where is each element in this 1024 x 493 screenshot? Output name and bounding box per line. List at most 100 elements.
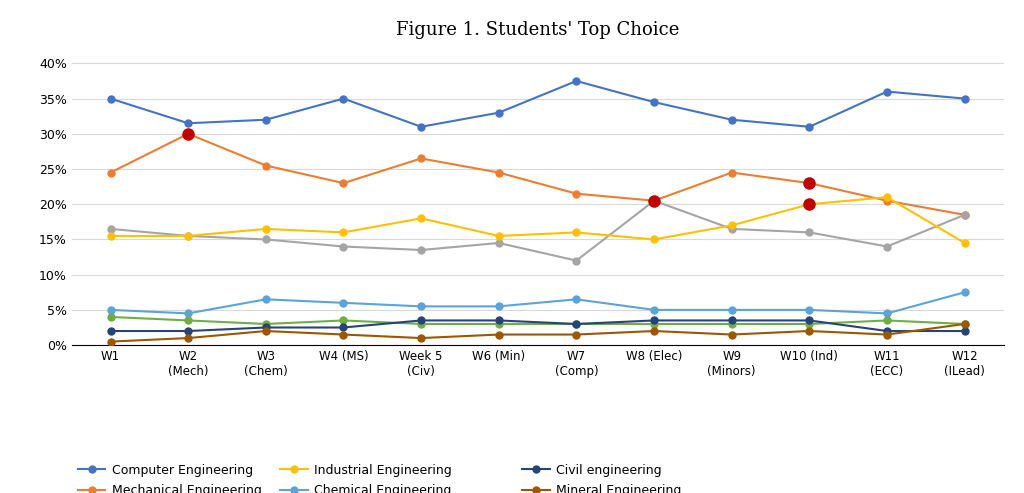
- Mineral Engineering: [337, 332, 349, 338]
- Chemical Engineering: [958, 289, 971, 295]
- Civil engineering: [958, 328, 971, 334]
- Mechanical Engineering: [493, 170, 505, 176]
- Mineral Engineering: [493, 332, 505, 338]
- Materials Science Engineering: [337, 317, 349, 323]
- Computer Engineering: [104, 96, 117, 102]
- Electrical Engineering: [337, 244, 349, 249]
- Mechanical Engineering: [104, 170, 117, 176]
- Chemical Engineering: [726, 307, 738, 313]
- Mineral Engineering: [104, 339, 117, 345]
- Industrial Engineering: [104, 233, 117, 239]
- Electrical Engineering: [958, 212, 971, 218]
- Industrial Engineering: [570, 229, 583, 235]
- Title: Figure 1. Students' Top Choice: Figure 1. Students' Top Choice: [396, 21, 679, 39]
- Electrical Engineering: [803, 229, 815, 235]
- Mechanical Engineering: [260, 163, 272, 169]
- Computer Engineering: [648, 99, 660, 105]
- Industrial Engineering: [648, 237, 660, 243]
- Civil engineering: [648, 317, 660, 323]
- Materials Science Engineering: [726, 321, 738, 327]
- Materials Science Engineering: [648, 321, 660, 327]
- Chemical Engineering: [415, 303, 427, 309]
- Mechanical Engineering: [726, 170, 738, 176]
- Civil engineering: [182, 328, 195, 334]
- Computer Engineering: [570, 78, 583, 84]
- Mineral Engineering: [958, 321, 971, 327]
- Line: Chemical Engineering: Chemical Engineering: [108, 289, 968, 317]
- Legend: Computer Engineering, Mechanical Engineering, Electrical Engineering, Industrial: Computer Engineering, Mechanical Enginee…: [78, 464, 681, 493]
- Chemical Engineering: [648, 307, 660, 313]
- Computer Engineering: [726, 117, 738, 123]
- Computer Engineering: [415, 124, 427, 130]
- Mechanical Engineering: [182, 131, 195, 137]
- Mechanical Engineering: [570, 191, 583, 197]
- Computer Engineering: [260, 117, 272, 123]
- Civil engineering: [337, 324, 349, 330]
- Industrial Engineering: [493, 233, 505, 239]
- Computer Engineering: [803, 124, 815, 130]
- Electrical Engineering: [493, 240, 505, 246]
- Mineral Engineering: [260, 328, 272, 334]
- Computer Engineering: [493, 110, 505, 116]
- Civil engineering: [493, 317, 505, 323]
- Materials Science Engineering: [493, 321, 505, 327]
- Chemical Engineering: [570, 296, 583, 302]
- Electrical Engineering: [570, 258, 583, 264]
- Materials Science Engineering: [881, 317, 893, 323]
- Civil engineering: [803, 317, 815, 323]
- Mechanical Engineering: [337, 180, 349, 186]
- Chemical Engineering: [803, 307, 815, 313]
- Electrical Engineering: [260, 237, 272, 243]
- Mechanical Engineering: [958, 212, 971, 218]
- Industrial Engineering: [958, 240, 971, 246]
- Line: Civil engineering: Civil engineering: [108, 317, 968, 334]
- Industrial Engineering: [726, 222, 738, 228]
- Computer Engineering: [958, 96, 971, 102]
- Industrial Engineering: [415, 215, 427, 221]
- Mechanical Engineering: [415, 155, 427, 161]
- Mineral Engineering: [726, 332, 738, 338]
- Materials Science Engineering: [182, 317, 195, 323]
- Civil engineering: [726, 317, 738, 323]
- Mechanical Engineering: [803, 180, 815, 186]
- Chemical Engineering: [104, 307, 117, 313]
- Chemical Engineering: [337, 300, 349, 306]
- Mineral Engineering: [881, 332, 893, 338]
- Chemical Engineering: [182, 311, 195, 317]
- Electrical Engineering: [881, 244, 893, 249]
- Civil engineering: [104, 328, 117, 334]
- Electrical Engineering: [726, 226, 738, 232]
- Line: Mechanical Engineering: Mechanical Engineering: [108, 130, 968, 218]
- Chemical Engineering: [881, 311, 893, 317]
- Line: Industrial Engineering: Industrial Engineering: [108, 194, 968, 246]
- Civil engineering: [570, 321, 583, 327]
- Line: Materials Science Engineering: Materials Science Engineering: [108, 314, 968, 327]
- Computer Engineering: [881, 89, 893, 95]
- Chemical Engineering: [260, 296, 272, 302]
- Electrical Engineering: [182, 233, 195, 239]
- Industrial Engineering: [182, 233, 195, 239]
- Materials Science Engineering: [104, 314, 117, 320]
- Chemical Engineering: [493, 303, 505, 309]
- Civil engineering: [415, 317, 427, 323]
- Line: Mineral Engineering: Mineral Engineering: [108, 320, 968, 345]
- Materials Science Engineering: [803, 321, 815, 327]
- Electrical Engineering: [104, 226, 117, 232]
- Electrical Engineering: [648, 198, 660, 204]
- Mechanical Engineering: [648, 198, 660, 204]
- Materials Science Engineering: [415, 321, 427, 327]
- Computer Engineering: [182, 120, 195, 126]
- Industrial Engineering: [337, 229, 349, 235]
- Computer Engineering: [337, 96, 349, 102]
- Mineral Engineering: [570, 332, 583, 338]
- Mineral Engineering: [182, 335, 195, 341]
- Materials Science Engineering: [958, 321, 971, 327]
- Mechanical Engineering: [881, 198, 893, 204]
- Line: Electrical Engineering: Electrical Engineering: [108, 197, 968, 264]
- Mineral Engineering: [648, 328, 660, 334]
- Civil engineering: [260, 324, 272, 330]
- Materials Science Engineering: [570, 321, 583, 327]
- Mineral Engineering: [415, 335, 427, 341]
- Mineral Engineering: [803, 328, 815, 334]
- Electrical Engineering: [415, 247, 427, 253]
